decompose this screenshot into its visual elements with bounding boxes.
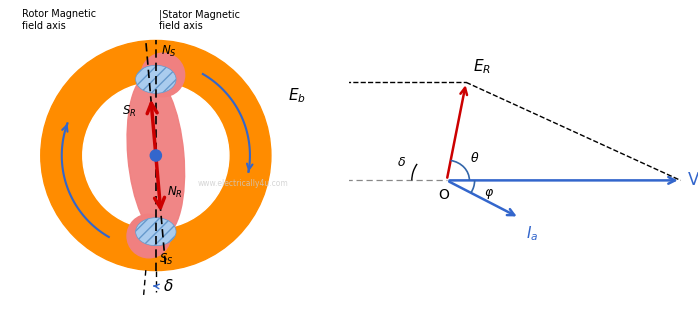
Circle shape — [83, 82, 229, 229]
Ellipse shape — [127, 75, 184, 236]
Text: $E_b$: $E_b$ — [288, 86, 306, 105]
Text: $\varphi$: $\varphi$ — [484, 187, 493, 201]
Text: www.electrically4u.com: www.electrically4u.com — [198, 179, 288, 188]
Text: $S_S$: $S_S$ — [159, 252, 173, 267]
Circle shape — [141, 53, 185, 97]
Circle shape — [150, 150, 161, 161]
Text: $S_R$: $S_R$ — [122, 104, 137, 119]
Ellipse shape — [135, 218, 176, 246]
Text: |Stator Magnetic
field axis: |Stator Magnetic field axis — [159, 9, 240, 31]
Circle shape — [40, 40, 271, 271]
Text: $N_S$: $N_S$ — [161, 44, 177, 59]
Text: $\theta$: $\theta$ — [470, 151, 480, 165]
Text: $\delta$: $\delta$ — [397, 156, 406, 169]
Text: $E_R$: $E_R$ — [473, 58, 491, 76]
Circle shape — [127, 214, 170, 258]
Ellipse shape — [135, 65, 176, 93]
Text: $N_R$: $N_R$ — [167, 185, 182, 200]
Text: $I_a$: $I_a$ — [526, 224, 539, 243]
Text: O: O — [438, 188, 449, 202]
Text: V: V — [688, 171, 698, 189]
Text: Rotor Magnetic
field axis: Rotor Magnetic field axis — [22, 9, 96, 31]
Text: $\delta$: $\delta$ — [163, 278, 174, 294]
